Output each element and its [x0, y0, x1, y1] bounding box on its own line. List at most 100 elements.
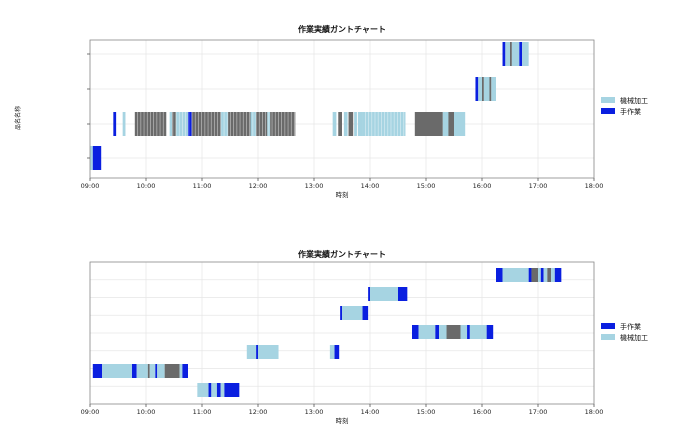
bar-segment [211, 383, 217, 397]
bar-segment [113, 112, 117, 136]
bar-segment [510, 42, 512, 66]
bar-segment [538, 268, 541, 282]
bar-stripe [371, 112, 373, 136]
bar-stripe [194, 112, 196, 136]
bar-stripe [159, 112, 161, 136]
bar-segment [505, 42, 510, 66]
bar-stripe [255, 112, 257, 136]
bar-segment [489, 77, 492, 101]
bar-segment [442, 112, 449, 136]
x-tick-label: 09:00 [81, 182, 100, 190]
legend-label: 機械加工 [620, 333, 648, 342]
legend-label: 手作業 [620, 322, 641, 331]
bar-segment [197, 383, 209, 397]
gantt-bars [92, 268, 562, 397]
x-tick-label: 11:00 [193, 182, 212, 190]
gantt-bar [113, 112, 117, 136]
bar-segment [460, 325, 468, 339]
bar-segment [435, 325, 440, 339]
legend-swatch [601, 323, 615, 329]
bar-segment [155, 364, 158, 378]
plot-frame [89, 39, 595, 179]
bar-segment [414, 112, 443, 136]
bar-segment [157, 364, 165, 378]
gantt-bar [368, 287, 408, 301]
x-tick-label: 17:00 [529, 182, 548, 190]
bar-stripe [294, 112, 295, 136]
bar-stripe [271, 112, 273, 136]
legend-label: 手作業 [620, 107, 641, 116]
bar-segment [475, 77, 479, 101]
bar-stripe [390, 112, 392, 136]
x-tick-label: 16:00 [473, 182, 492, 190]
bar-stripe [210, 112, 212, 136]
bar-segment [172, 112, 176, 136]
bar-stripe [281, 112, 282, 136]
bar-segment [102, 364, 132, 378]
bar-segment [338, 112, 342, 136]
bar-segment [250, 112, 257, 136]
bar-stripe [153, 112, 154, 136]
bar-stripe [162, 112, 164, 136]
x-tick-label: 17:00 [529, 408, 548, 416]
gantt-bar [90, 146, 102, 170]
bar-segment [258, 345, 279, 359]
bar-segment [357, 112, 363, 136]
bar-stripe [393, 112, 395, 136]
bar-segment [175, 112, 188, 136]
bar-segment [220, 383, 225, 397]
x-tick-label: 16:00 [473, 408, 492, 416]
x-tick-label: 12:00 [249, 408, 268, 416]
x-tick-label: 09:00 [81, 408, 100, 416]
bar-stripe [246, 112, 247, 136]
bar-segment [362, 112, 406, 136]
bar-segment [454, 112, 466, 136]
bar-segment [448, 112, 454, 136]
bar-segment [136, 364, 148, 378]
bar-stripe [374, 112, 376, 136]
legend-swatch [601, 108, 615, 114]
bar-segment [179, 364, 183, 378]
bar-stripe [368, 112, 369, 136]
bar-segment [491, 77, 496, 101]
bar-stripe [252, 112, 254, 136]
x-tick-label: 18:00 [585, 182, 604, 190]
bar-stripe [150, 112, 151, 136]
bar-stripe [188, 112, 190, 136]
bar-segment [164, 364, 180, 378]
x-tick-label: 15:00 [417, 182, 436, 190]
bar-stripe [365, 112, 366, 136]
bar-segment [191, 112, 221, 136]
bar-segment [246, 345, 257, 359]
bar-segment [216, 383, 221, 397]
bar-stripe [207, 112, 209, 136]
bar-segment [224, 383, 240, 397]
x-tick-label: 15:00 [417, 408, 436, 416]
bar-stripe [191, 112, 193, 136]
bar-stripe [226, 112, 228, 136]
y-axis-label: 品名名称 [14, 106, 22, 130]
bar-segment [370, 287, 398, 301]
bar-segment [182, 364, 188, 378]
bar-stripe [178, 112, 180, 136]
bar-stripe [182, 112, 183, 136]
gantt-bar [496, 268, 562, 282]
bar-segment [122, 112, 126, 136]
bar-segment [340, 306, 342, 320]
x-tick-label: 10:00 [137, 408, 156, 416]
bar-segment [467, 325, 470, 339]
bar-segment [92, 364, 103, 378]
bar-segment [502, 268, 529, 282]
bar-stripe [230, 112, 231, 136]
bar-segment [348, 112, 354, 136]
bar-segment [482, 77, 484, 101]
bar-stripe [201, 112, 202, 136]
bar-segment [412, 325, 419, 339]
bar-segment [147, 364, 150, 378]
bar-stripe [143, 112, 145, 136]
bar-stripe [185, 112, 186, 136]
gantt-bar [332, 112, 363, 136]
